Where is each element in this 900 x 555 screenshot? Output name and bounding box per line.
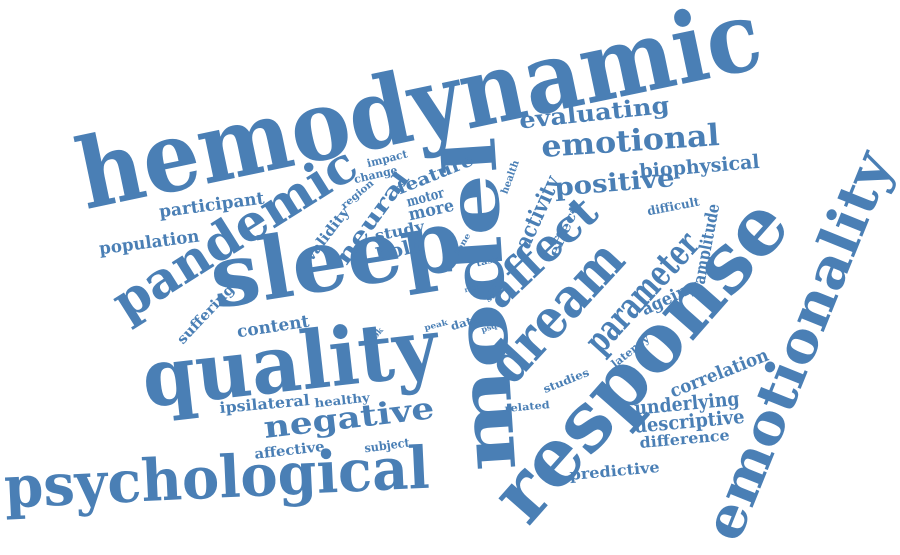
word-difficult: difficult (645, 194, 701, 219)
